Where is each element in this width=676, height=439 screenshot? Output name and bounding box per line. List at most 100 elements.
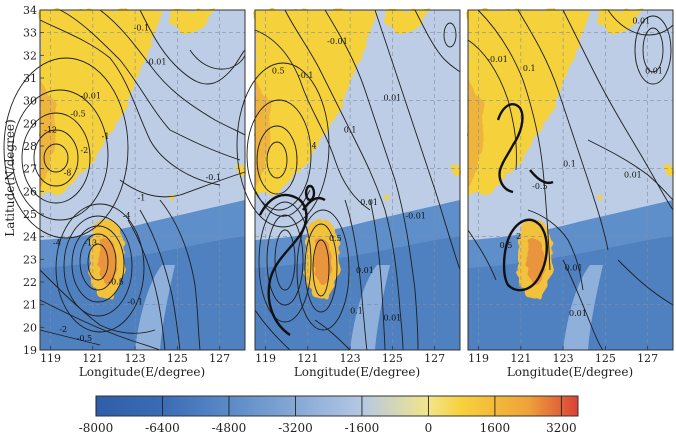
panel-1-y-ticks: 19 20 21 22 23 24 25 26 27 28 29 30 31 32 33 34 — [23, 4, 44, 357]
contour-line — [189, 49, 246, 70]
contour-line — [266, 141, 288, 179]
contour-line — [562, 259, 604, 351]
x-tick-label: 123 — [125, 352, 146, 365]
contour-label: 0.01 — [383, 94, 401, 103]
x-tick-label: 127 — [209, 352, 230, 365]
y-tick-label: 25 — [23, 208, 37, 221]
contour-label: 0.1 — [563, 159, 576, 168]
contour-label: -0.5 — [70, 110, 85, 119]
contour-line — [443, 22, 457, 48]
contour-line — [127, 219, 166, 351]
contour-line — [607, 9, 674, 36]
contour-line — [79, 233, 117, 291]
contour-line-bold — [496, 103, 524, 194]
contour-line — [3, 57, 129, 239]
contour-line — [39, 299, 161, 351]
contour-line — [617, 259, 674, 306]
contour-label: -0.5 — [108, 277, 123, 286]
panel-1-x-ticks: 119 121 123 125 127 — [40, 346, 230, 365]
colorbar-ticks: -8000 -6400 -4800 -3200 -1600 0 1600 3200 — [79, 396, 577, 435]
contour-label: -1 — [102, 132, 110, 141]
x-tick-label: 123 — [553, 352, 574, 365]
y-tick-label: 27 — [23, 163, 37, 176]
contour-label: -0.01 — [405, 212, 426, 221]
contour-label: 0.01 — [645, 66, 663, 75]
contour-line — [304, 223, 338, 313]
contour-line — [369, 199, 386, 351]
x-tick-label: 125 — [382, 352, 403, 365]
contour-line-bold — [502, 218, 548, 292]
contour-line — [55, 203, 145, 333]
contour-label: 0.5 — [272, 66, 285, 75]
panel-3-strong-contours — [496, 103, 554, 292]
contour-line — [274, 229, 296, 291]
x-tick-label: 127 — [424, 352, 445, 365]
contour-line — [634, 15, 672, 85]
panel-2-contours — [236, 9, 461, 351]
x-tick-label: 119 — [255, 352, 276, 365]
contour-label: -4 — [53, 239, 61, 248]
contour-line — [119, 171, 246, 198]
y-tick-label: 29 — [23, 117, 37, 130]
contour-line — [258, 201, 312, 323]
contour-line-bold — [529, 169, 554, 184]
contour-line — [414, 9, 461, 73]
contour-line — [467, 39, 517, 171]
contour-label: 4 — [312, 141, 317, 150]
colorbar-tick-label: 0 — [425, 421, 433, 435]
contour-line — [587, 139, 674, 201]
y-tick-label: 30 — [23, 95, 37, 108]
contour-line-bold — [302, 196, 326, 211]
contour-line — [266, 214, 304, 306]
contour-line — [39, 19, 221, 186]
contour-line — [344, 199, 368, 351]
contour-line — [159, 199, 201, 351]
x-tick-label: 123 — [340, 352, 361, 365]
y-tick-label: 19 — [23, 344, 37, 357]
contour-line — [254, 29, 371, 211]
contour-line — [139, 209, 181, 351]
contour-label: -0.01 — [146, 57, 167, 66]
contour-line — [21, 112, 91, 204]
contour-line — [296, 209, 350, 331]
x-tick-label: 119 — [468, 352, 489, 365]
x-tick-label: 125 — [167, 352, 188, 365]
panel-2-frame — [254, 9, 461, 351]
contour-line — [374, 9, 461, 271]
contour-label: -0.01 — [327, 37, 348, 46]
contour-label: -8 — [64, 168, 72, 177]
contour-label: -4 — [123, 212, 131, 221]
contour-label: 0.01 — [569, 309, 587, 318]
x-tick-label: 121 — [82, 352, 103, 365]
contour-line — [71, 225, 125, 303]
colorbar-tick-label: 3200 — [546, 421, 577, 435]
panel-2: -0.01 0.5 -0.1 0.01 0.1 4 0.01 -0.01 0.5 0.01 0.1 0… — [236, 9, 461, 379]
y-axis-label: Latitude(N/degree) — [3, 119, 17, 236]
y-tick-label: 26 — [23, 185, 37, 198]
contour-line — [312, 239, 330, 297]
contour-label: 0.5 — [329, 234, 342, 243]
colorbar-tick-label: -6400 — [145, 421, 180, 435]
contour-line — [39, 329, 101, 346]
x-tick-label: 121 — [510, 352, 531, 365]
panel-2-contour-labels: -0.01 0.5 -0.1 0.01 0.1 4 0.01 -0.01 0.5 0.01 0.1 0… — [272, 37, 426, 323]
panel-3-x-ticks: 119 121 123 125 127 — [468, 346, 658, 365]
panel-3-grid — [468, 10, 673, 350]
contour-label: -2 — [80, 146, 88, 155]
panel-3-frame — [467, 9, 674, 351]
panel-3-contour-labels: 0.01 -0.01 0.1 0.01 0.1 -0.5 0.01 20.5 0.01 0.01 — [487, 17, 663, 318]
panel-2-strong-contours — [258, 184, 326, 336]
contour-label: 0.1 — [344, 125, 357, 134]
colorbar-tick-label: -1600 — [345, 421, 380, 435]
contour-label: 0.01 — [383, 314, 401, 323]
contour-label: 0.1 — [523, 64, 536, 73]
colorbar: -8000 -6400 -4800 -3200 -1600 0 1600 3200 — [79, 395, 579, 435]
contour-label: -0.1 — [134, 23, 149, 32]
panel-2-terrain — [255, 10, 460, 350]
contour-line — [284, 9, 404, 351]
contour-line — [63, 215, 133, 317]
contour-label: -2 — [59, 325, 67, 334]
panel-1: -0.1 -0.01 -0.01 -0.5 -12 -1 -2 -8 -0.1 -1 -4 -4 -13… — [3, 4, 246, 379]
colorbar-tick-label: 1600 — [480, 421, 511, 435]
y-tick-label: 34 — [23, 4, 37, 17]
